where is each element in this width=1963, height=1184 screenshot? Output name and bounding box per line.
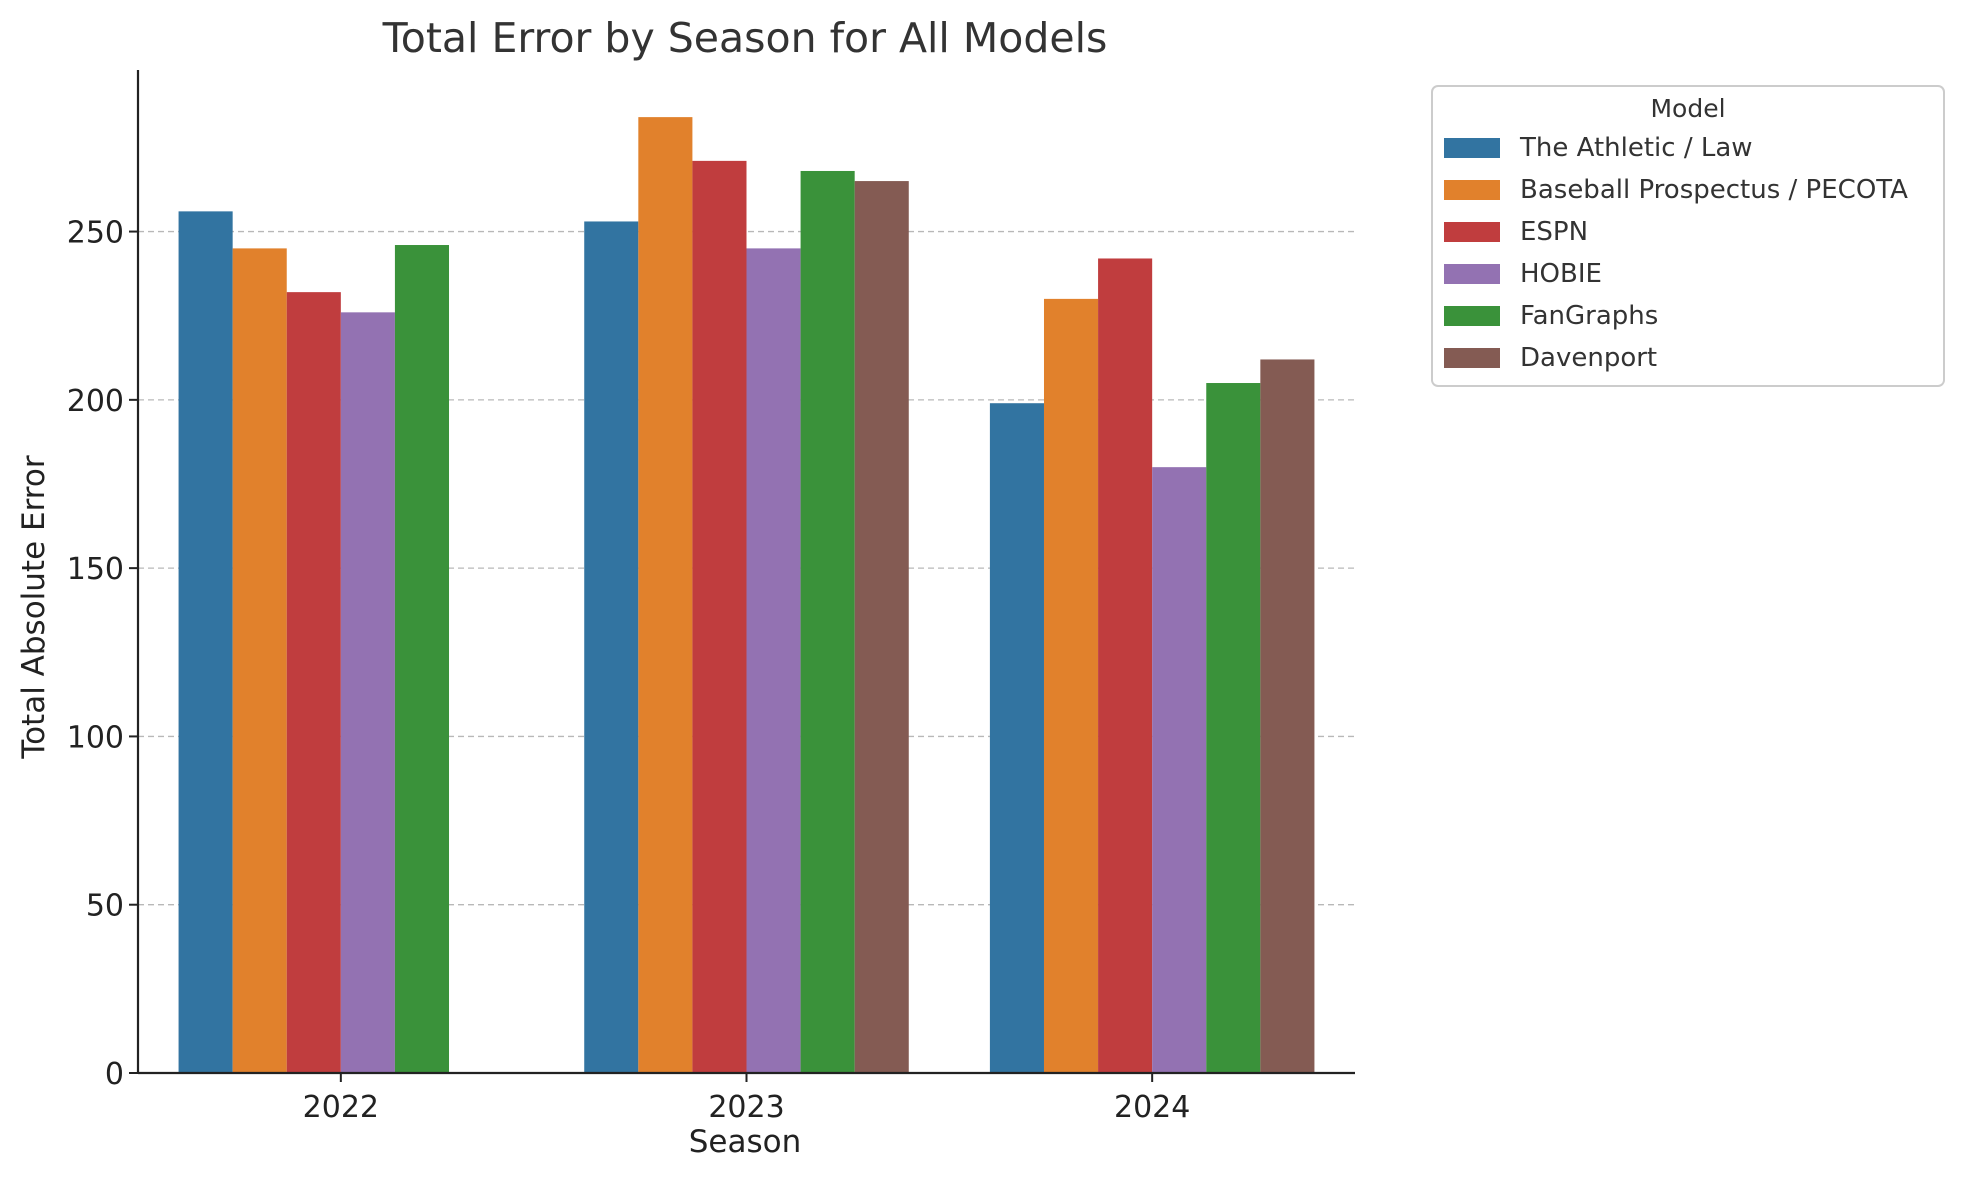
chart-title: Total Error by Season for All Models [382, 14, 1108, 62]
x-tick-label: 2022 [303, 1090, 379, 1125]
x-axis-label: Season [689, 1124, 802, 1160]
legend-swatch [1444, 264, 1500, 284]
legend-swatch [1444, 180, 1500, 200]
bar-espn-2022 [286, 292, 341, 1073]
y-tick-label: 0 [105, 1057, 124, 1092]
legend-label: ESPN [1520, 217, 1588, 247]
bar-davenport-2023 [854, 181, 909, 1074]
legend-label: Davenport [1520, 343, 1657, 373]
bar-davenport-2024 [1260, 359, 1315, 1073]
bar-fangraphs-2024 [1206, 383, 1261, 1073]
legend-swatch [1444, 222, 1500, 242]
bar-the-athletic-law-2023 [584, 221, 639, 1074]
bar-hobie-2023 [746, 248, 801, 1073]
bar-hobie-2024 [1152, 467, 1207, 1073]
bar-fangraphs-2023 [800, 170, 855, 1074]
bars [178, 117, 1315, 1074]
legend-label: FanGraphs [1520, 301, 1658, 331]
legend-title: Model [1650, 94, 1725, 123]
bar-the-athletic-law-2022 [178, 211, 233, 1073]
y-tick-label: 150 [67, 552, 124, 587]
x-tick-label: 2023 [708, 1090, 784, 1125]
y-tick-label: 100 [67, 720, 124, 755]
legend-box [1431, 85, 1945, 387]
bar-baseball-prospectus-pecota-2022 [232, 248, 287, 1073]
legend-swatch [1444, 348, 1500, 368]
legend-label: HOBIE [1520, 259, 1602, 289]
bar-fangraphs-2022 [394, 245, 450, 1073]
axes: 0 50 100 150 200 250 2022 2023 2024 [67, 70, 1355, 1125]
legend-label: The Athletic / Law [1519, 133, 1753, 163]
y-axis-label: Total Absolute Error [16, 455, 52, 759]
legend-swatch [1444, 306, 1500, 326]
bar-hobie-2022 [340, 312, 395, 1073]
bar-baseball-prospectus-pecota-2024 [1043, 298, 1099, 1073]
x-tick-label: 2024 [1114, 1090, 1190, 1125]
y-tick-label: 200 [67, 384, 124, 419]
y-tick-label: 250 [67, 216, 124, 251]
bar-espn-2023 [692, 160, 747, 1073]
y-tick-label: 50 [86, 889, 124, 924]
bar-baseball-prospectus-pecota-2023 [638, 117, 693, 1074]
legend: Model The Athletic / Law Baseball Prospect… [1431, 85, 1945, 387]
bar-the-athletic-law-2024 [989, 403, 1044, 1073]
legend-swatch [1444, 138, 1500, 158]
legend-label: Baseball Prospectus / PECOTA [1520, 175, 1908, 205]
bar-espn-2024 [1098, 258, 1153, 1073]
